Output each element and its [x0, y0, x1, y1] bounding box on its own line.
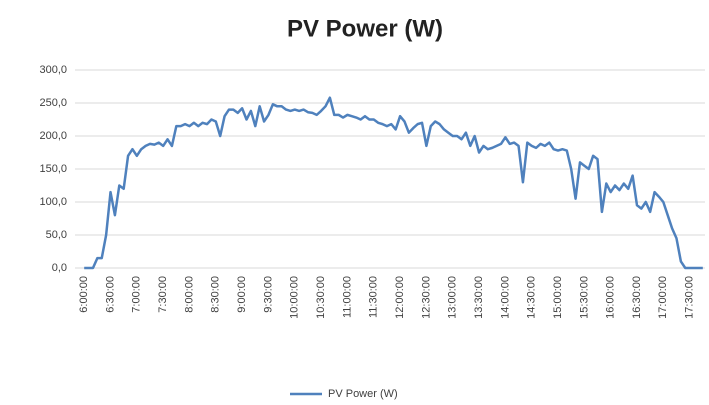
x-tick-label: 8:30:00	[210, 276, 222, 313]
y-tick-label: 100,0	[39, 196, 67, 208]
x-tick-label: 7:30:00	[157, 276, 169, 313]
x-tick-label: 10:00:00	[289, 276, 301, 319]
x-tick-label: 15:30:00	[578, 276, 590, 319]
data-line	[84, 96, 703, 270]
x-tick-label: 11:00:00	[341, 276, 353, 318]
x-tick-label: 6:00:00	[78, 276, 90, 313]
y-tick-label: 150,0	[39, 163, 67, 175]
legend-label: PV Power (W)	[328, 388, 398, 400]
y-tick-label: 300,0	[39, 64, 67, 76]
x-tick-label: 7:00:00	[131, 276, 143, 313]
y-tick-label: 200,0	[39, 130, 67, 142]
y-tick-label: 0,0	[52, 262, 67, 274]
x-tick-label: 14:30:00	[526, 276, 538, 319]
x-tick-label: 13:30:00	[473, 276, 485, 319]
x-tick-label: 9:30:00	[262, 276, 274, 313]
x-tick-label: 8:00:00	[183, 276, 195, 313]
x-tick-label: 12:30:00	[420, 276, 432, 319]
y-tick-label: 250,0	[39, 97, 67, 109]
x-tick-label: 16:00:00	[605, 276, 617, 319]
y-tick-label: 50,0	[46, 229, 67, 241]
x-tick-label: 10:30:00	[315, 276, 327, 319]
x-tick-label: 16:30:00	[631, 276, 643, 319]
chart-title: PV Power (W)	[287, 15, 443, 42]
x-tick-label: 17:30:00	[684, 276, 696, 319]
x-tick-label: 17:00:00	[657, 276, 669, 319]
x-tick-label: 6:30:00	[104, 276, 116, 313]
x-tick-label: 9:00:00	[236, 276, 248, 313]
x-tick-label: 11:30:00	[368, 276, 380, 318]
x-tick-label: 12:00:00	[394, 276, 406, 319]
x-tick-label: 14:00:00	[499, 276, 511, 319]
x-tick-label: 15:00:00	[552, 276, 564, 319]
x-tick-label: 13:00:00	[447, 276, 459, 319]
